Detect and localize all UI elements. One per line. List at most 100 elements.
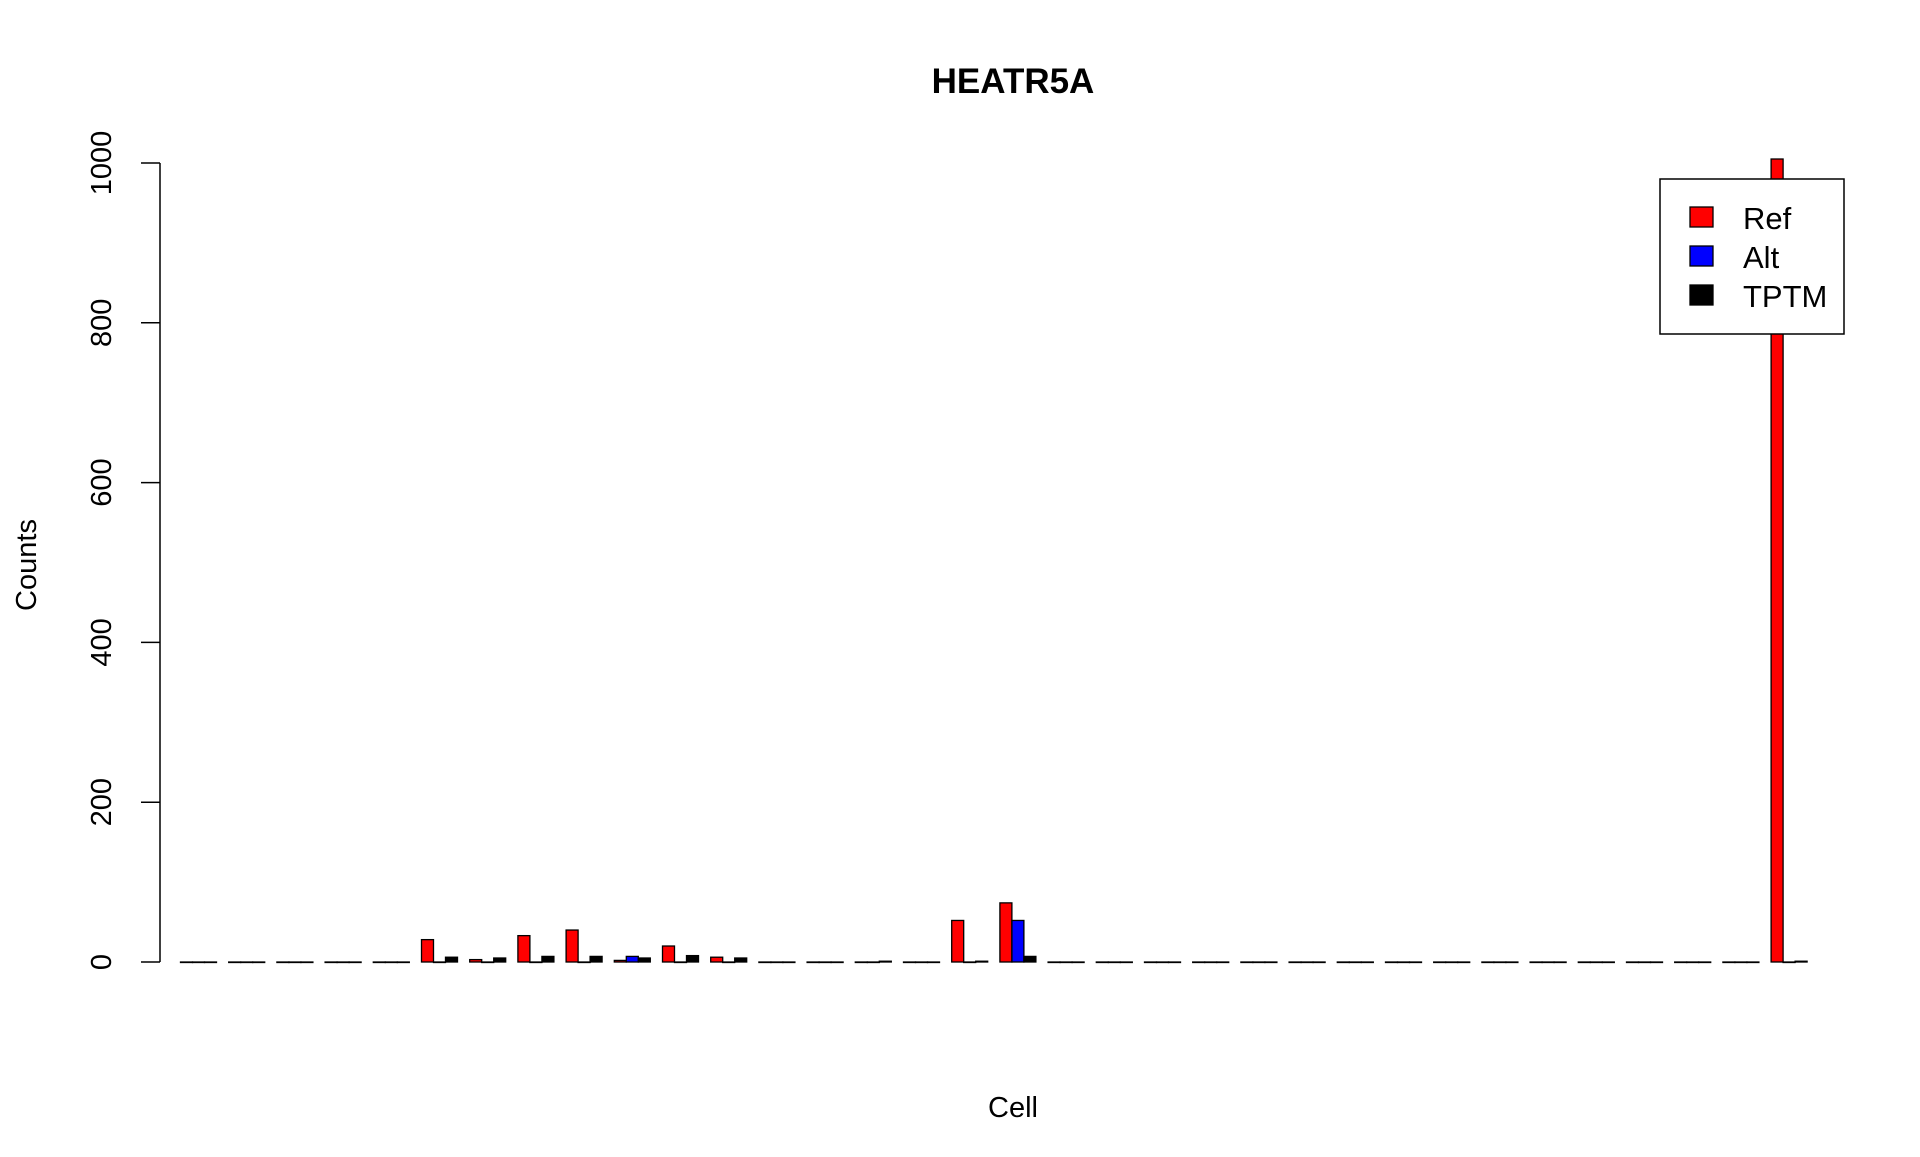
bar-ref-28	[1481, 961, 1495, 964]
bar-tptm-19	[1071, 961, 1085, 964]
bar-ref-10	[613, 959, 627, 963]
bar-tptm-34	[1794, 960, 1808, 963]
bar-ref-2	[228, 961, 242, 964]
bar-tptm-15	[878, 960, 892, 963]
bar-alt-31	[1637, 961, 1652, 964]
bar-tptm-3	[300, 961, 314, 964]
bar-ref-17	[951, 919, 965, 963]
bar-ref-16	[902, 961, 917, 964]
bar-ref-18	[999, 902, 1013, 963]
y-tick-label: 800	[86, 299, 118, 347]
bar-tptm-10	[637, 957, 651, 963]
bar-ref-25	[1336, 961, 1350, 964]
bar-tptm-20	[1119, 961, 1133, 964]
bar-alt-27	[1445, 961, 1459, 964]
bar-ref-14	[806, 961, 820, 964]
legend-label-tptm: TPTM	[1743, 279, 1827, 314]
bar-tptm-24	[1312, 961, 1326, 964]
bar-tptm-16	[926, 961, 941, 964]
bar-tptm-17	[975, 960, 989, 963]
bar-alt-8	[529, 961, 543, 964]
y-tick-label: 400	[86, 618, 118, 666]
bar-tptm-1	[203, 961, 218, 964]
bar-alt-33	[1734, 961, 1748, 964]
bar-alt-22	[1204, 961, 1218, 964]
bar-tptm-8	[541, 955, 555, 963]
legend-swatch-alt	[1689, 245, 1714, 267]
bar-alt-7	[481, 961, 495, 964]
bar-tptm-21	[1167, 961, 1182, 964]
bar-alt-16	[914, 961, 929, 964]
bar-alt-34	[1782, 961, 1796, 964]
bar-alt-32	[1686, 961, 1700, 964]
bar-ref-1	[179, 961, 194, 964]
y-tick-label: 600	[86, 458, 118, 506]
bar-alt-21	[1155, 961, 1170, 964]
bar-tptm-26	[1408, 961, 1423, 964]
bar-ref-32	[1674, 961, 1688, 964]
bar-ref-20	[1095, 961, 1109, 964]
bar-alt-17	[963, 961, 977, 964]
bar-alt-4	[336, 961, 350, 964]
bar-ref-34	[1770, 158, 1784, 963]
bar-marks	[179, 158, 1808, 964]
y-tick-label: 200	[86, 778, 118, 826]
bar-tptm-31	[1649, 961, 1664, 964]
y-axis: 0 200 400 600 800 1000	[86, 131, 161, 970]
bar-ref-15	[854, 961, 868, 964]
bar-alt-9	[577, 961, 591, 964]
bar-tptm-9	[589, 955, 603, 963]
bar-ref-27	[1433, 961, 1447, 964]
bar-tptm-29	[1553, 961, 1567, 964]
bar-alt-6	[432, 961, 447, 964]
bar-ref-26	[1384, 961, 1399, 964]
y-tick-label: 1000	[86, 131, 118, 196]
bar-tptm-12	[734, 957, 748, 963]
bar-ref-6	[420, 938, 435, 963]
legend-label-ref: Ref	[1743, 201, 1792, 236]
bar-ref-19	[1047, 961, 1061, 964]
bar-alt-10	[625, 955, 639, 963]
bar-alt-2	[240, 961, 254, 964]
bar-ref-30	[1577, 961, 1591, 964]
bar-alt-20	[1107, 961, 1121, 964]
bar-tptm-28	[1505, 961, 1519, 964]
bar-alt-5	[384, 961, 398, 964]
bar-tptm-25	[1360, 961, 1374, 964]
bar-tptm-22	[1216, 961, 1230, 964]
bar-alt-15	[866, 961, 880, 964]
bar-tptm-33	[1746, 961, 1760, 964]
y-tick-label: 0	[86, 954, 118, 970]
bar-alt-12	[722, 961, 736, 964]
bar-alt-1	[191, 961, 206, 964]
bar-tptm-2	[252, 961, 266, 964]
bar-alt-24	[1300, 961, 1314, 964]
bar-alt-13	[770, 961, 784, 964]
bar-tptm-30	[1601, 961, 1615, 964]
bar-alt-3	[288, 961, 302, 964]
bar-alt-26	[1396, 961, 1411, 964]
legend-swatch-tptm	[1689, 284, 1714, 306]
bar-ref-23	[1240, 961, 1254, 964]
bar-ref-5	[372, 961, 386, 964]
bar-ref-29	[1529, 961, 1543, 964]
bar-ref-31	[1625, 961, 1640, 964]
bar-ref-22	[1192, 961, 1206, 964]
legend: Ref Alt TPTM	[1659, 178, 1845, 335]
bar-ref-3	[276, 961, 290, 964]
bar-alt-11	[673, 961, 688, 964]
bar-alt-19	[1059, 961, 1073, 964]
bar-alt-25	[1348, 961, 1362, 964]
bar-alt-29	[1541, 961, 1555, 964]
bar-tptm-23	[1264, 961, 1278, 964]
bar-ref-33	[1722, 961, 1736, 964]
bar-ref-7	[469, 958, 483, 963]
bar-tptm-11	[685, 954, 700, 963]
bar-ref-9	[565, 929, 579, 963]
legend-swatch-ref	[1689, 206, 1714, 228]
chart-title: HEATR5A	[932, 62, 1095, 101]
bar-tptm-32	[1698, 961, 1712, 964]
legend-box	[1659, 178, 1845, 335]
